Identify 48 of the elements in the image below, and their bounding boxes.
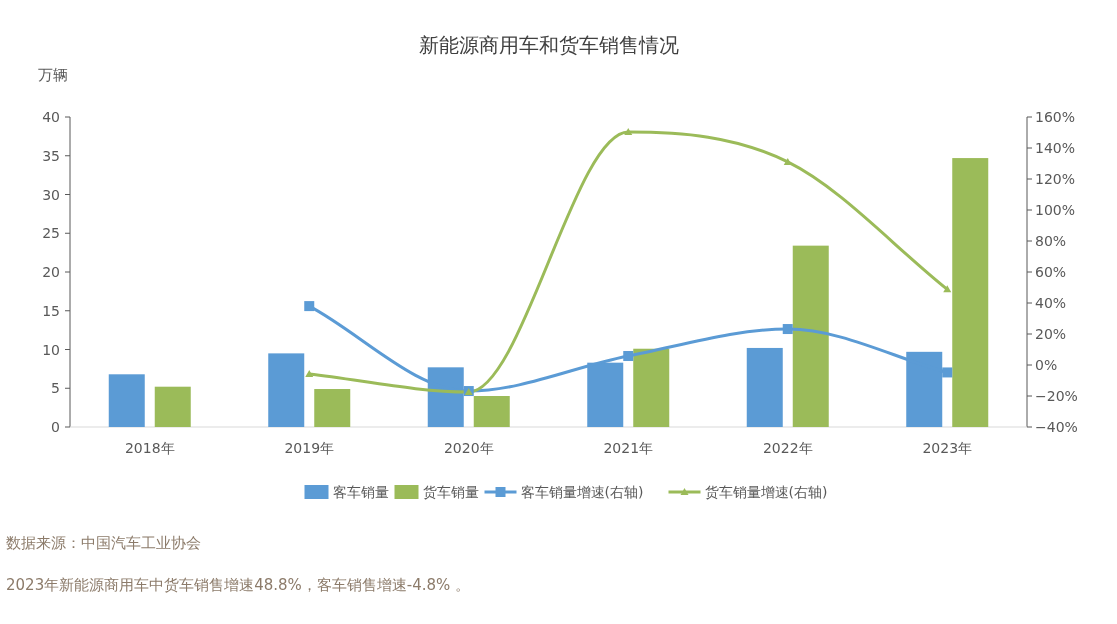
y-tick-label: 5 <box>51 380 60 397</box>
source-note: 数据来源：中国汽车工业协会 <box>6 534 201 552</box>
y-tick-label: 35 <box>42 147 60 164</box>
y2-tick-label: −40% <box>1035 419 1078 435</box>
y2-tick-label: 80% <box>1035 233 1067 249</box>
point <box>942 367 953 378</box>
bar <box>746 347 783 427</box>
x-tick-label: 2020年 <box>443 440 494 456</box>
y-tick-label: 25 <box>42 225 60 242</box>
bar <box>792 245 829 427</box>
y-tick-label: 30 <box>42 186 60 203</box>
x-tick-label: 2018年 <box>124 440 175 456</box>
y-tick-label: 20 <box>42 264 60 280</box>
y-tick-label: 40 <box>42 109 60 125</box>
y2-tick-label: 100% <box>1035 202 1076 218</box>
y-tick-label: 10 <box>42 341 60 358</box>
text: 2023年新能源商用车中货车销售增速48.8%，客车销售增速-4.8% 。 <box>6 576 471 594</box>
y-tick-label: 15 <box>42 302 60 319</box>
y2-tick-label: 120% <box>1035 171 1076 187</box>
point <box>305 369 314 377</box>
bar <box>473 396 510 427</box>
legend-label: 货车销量 <box>422 484 479 500</box>
bar <box>154 386 191 427</box>
y-tick-label: 0 <box>51 419 60 435</box>
point <box>623 351 634 362</box>
y2-tick-label: 160% <box>1035 109 1076 125</box>
y2-tick-label: −20% <box>1035 388 1078 404</box>
point <box>782 324 793 335</box>
point <box>624 128 633 136</box>
bar <box>268 353 305 427</box>
x-tick-label: 2022年 <box>762 440 813 456</box>
x-tick-label: 2023年 <box>922 440 973 456</box>
y2-tick-label: 140% <box>1035 140 1076 156</box>
bar <box>108 374 145 427</box>
x-tick-label: 2021年 <box>603 440 654 456</box>
bar <box>633 348 670 427</box>
y2-tick-label: 0% <box>1035 357 1058 373</box>
chart-title: 新能源商用车和货车销售情况 <box>418 33 679 57</box>
legend-label: 客车销量增速(右轴) <box>520 484 644 500</box>
y2-tick-label: 20% <box>1035 326 1067 342</box>
y2-tick-label: 60% <box>1035 264 1067 280</box>
legend-label: 货车销量增速(右轴) <box>704 484 828 500</box>
y2-tick-label: 40% <box>1035 295 1067 311</box>
bar <box>314 389 351 427</box>
x-tick-label: 2019年 <box>284 440 335 456</box>
legend-label: 客车销量 <box>332 484 389 500</box>
point <box>304 301 315 312</box>
y-axis-title: 万辆 <box>38 66 68 84</box>
